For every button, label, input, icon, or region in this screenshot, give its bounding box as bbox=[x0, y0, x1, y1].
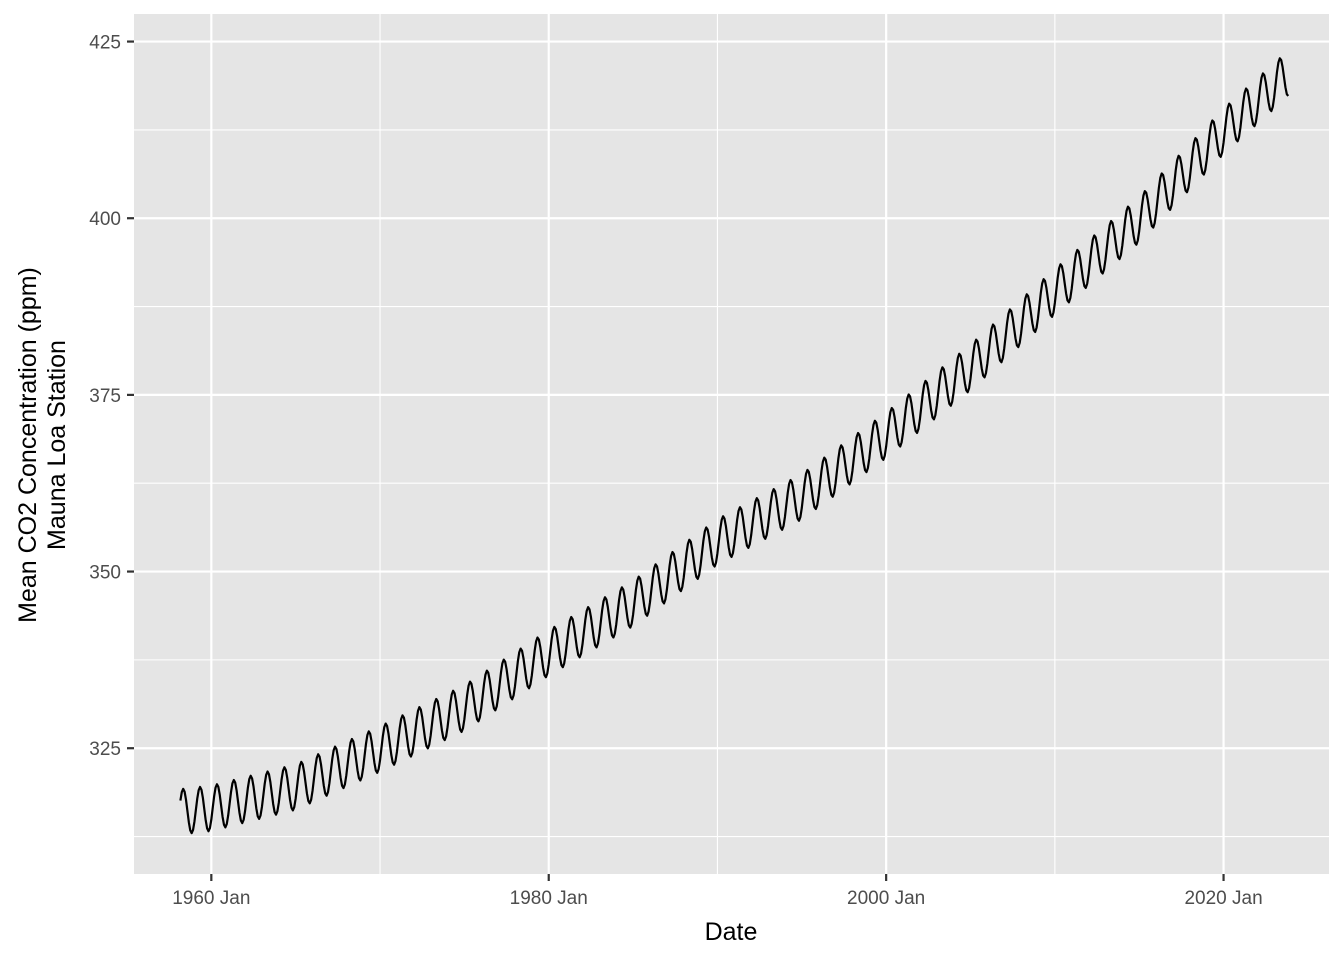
y-tick-label: 425 bbox=[89, 33, 121, 54]
y-tick-label: 325 bbox=[89, 739, 121, 760]
x-tick-label: 2020 Jan bbox=[1184, 888, 1262, 909]
plot-panel bbox=[134, 14, 1329, 874]
y-axis-ticks: 325 350 375 400 425 bbox=[89, 33, 134, 760]
co2-series-line bbox=[179, 57, 1290, 835]
major-gridlines bbox=[134, 14, 1329, 874]
y-axis-title-line-1: Mean CO2 Concentration (ppm) bbox=[14, 267, 42, 623]
y-axis-title: Mean CO2 Concentration (ppm) Mauna Loa S… bbox=[14, 267, 71, 623]
x-tick-label: 1960 Jan bbox=[172, 888, 250, 909]
x-tick-label: 2000 Jan bbox=[847, 888, 925, 909]
y-tick-label: 375 bbox=[89, 386, 121, 407]
x-axis-title: Date bbox=[705, 918, 758, 946]
minor-gridlines bbox=[134, 14, 1329, 874]
x-tick-label: 1980 Jan bbox=[510, 888, 588, 909]
y-axis-title-line-2: Mauna Loa Station bbox=[43, 340, 71, 550]
x-axis-ticks: 1960 Jan 1980 Jan 2000 Jan 2020 Jan bbox=[172, 874, 1263, 909]
y-tick-label: 400 bbox=[89, 209, 121, 230]
y-tick-label: 350 bbox=[89, 563, 121, 584]
